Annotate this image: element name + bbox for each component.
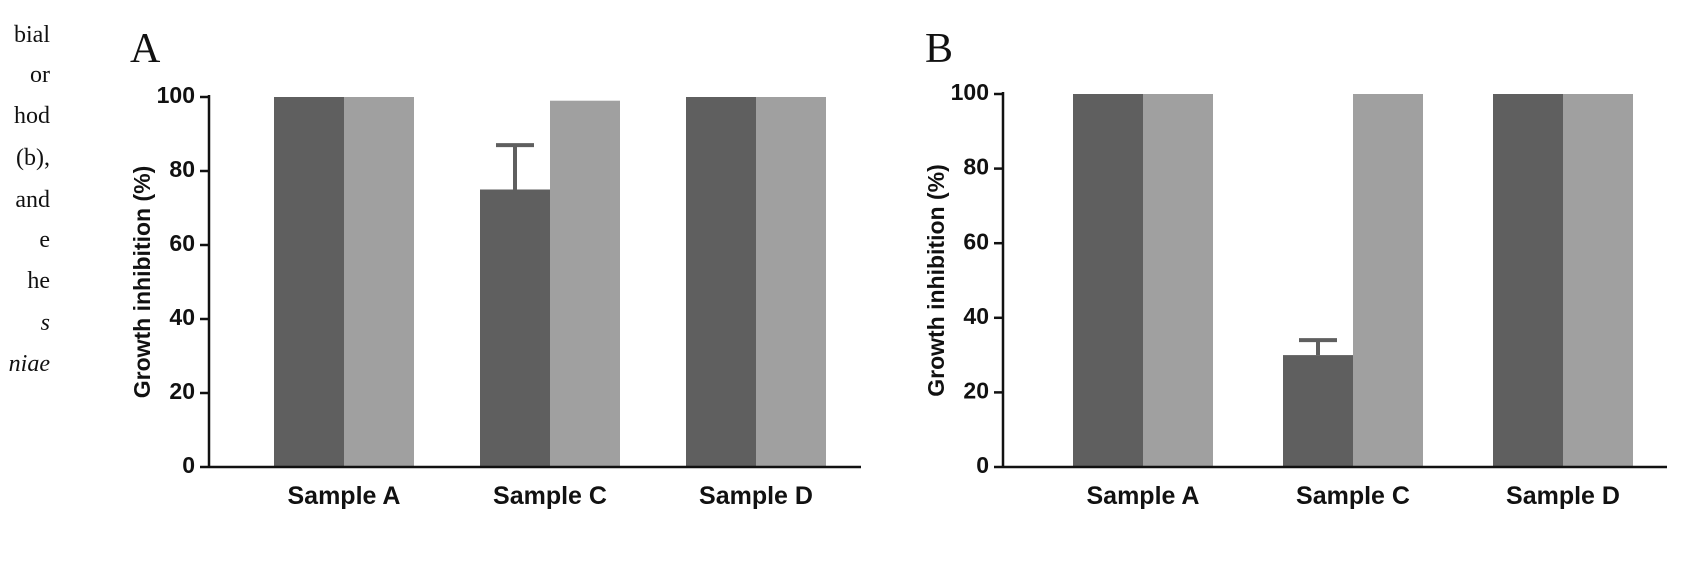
y-axis-label: Growth inhibition (%) <box>923 164 949 397</box>
x-tick-label: Sample D <box>1506 482 1620 510</box>
caption-fragment: (b), <box>16 145 50 171</box>
y-tick-label: 0 <box>182 452 195 478</box>
y-tick-label: 80 <box>169 156 195 182</box>
caption-fragment: or <box>30 62 50 88</box>
bar <box>1493 94 1563 467</box>
y-tick-label: 40 <box>963 303 989 329</box>
x-tick-label: Sample D <box>699 482 813 510</box>
bar <box>274 97 344 467</box>
bar <box>1283 355 1353 467</box>
bar <box>1073 94 1143 467</box>
y-tick-label: 60 <box>963 228 989 254</box>
panel-label: B <box>925 26 953 72</box>
bar <box>1563 94 1633 467</box>
caption-fragment: bial <box>14 22 50 48</box>
caption-fragment: he <box>27 268 50 294</box>
bar <box>344 97 414 467</box>
panel-label: A <box>130 26 161 72</box>
caption-fragment: and <box>15 187 50 213</box>
caption-fragment: hod <box>14 103 50 129</box>
y-tick-label: 100 <box>157 82 195 108</box>
y-tick-label: 20 <box>963 377 989 403</box>
bar <box>550 100 620 467</box>
y-tick-label: 60 <box>169 230 195 256</box>
y-tick-label: 20 <box>169 378 195 404</box>
bar <box>756 97 826 467</box>
bar <box>686 97 756 467</box>
y-tick-label: 100 <box>951 79 989 105</box>
caption-fragment: niae <box>9 351 51 377</box>
bar <box>1143 94 1213 467</box>
y-axis-label: Growth inhibition (%) <box>129 166 155 399</box>
x-tick-label: Sample C <box>1296 482 1410 510</box>
y-tick-label: 40 <box>169 304 195 330</box>
x-tick-label: Sample A <box>1086 482 1199 510</box>
y-tick-label: 80 <box>963 154 989 180</box>
x-tick-label: Sample C <box>493 482 607 510</box>
caption-fragment: e <box>39 227 50 253</box>
y-tick-label: 0 <box>976 452 989 478</box>
bar <box>1353 94 1423 467</box>
caption-fragment: s <box>41 310 50 336</box>
x-tick-label: Sample A <box>287 482 400 510</box>
bar <box>480 189 550 467</box>
